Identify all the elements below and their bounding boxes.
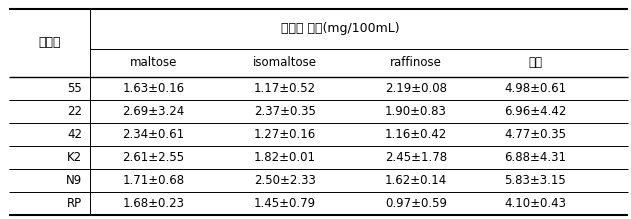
Text: 22: 22 [68,105,82,118]
Text: 2.34±0.61: 2.34±0.61 [122,128,184,141]
Text: maltose: maltose [129,56,177,69]
Text: 4.10±0.43: 4.10±0.43 [504,197,566,210]
Text: raffinose: raffinose [390,56,442,69]
Text: 2.61±2.55: 2.61±2.55 [122,151,184,164]
Text: isomaltose: isomaltose [252,56,317,69]
Text: 증자미: 증자미 [38,36,61,49]
Text: RP: RP [67,197,82,210]
Text: 1.68±0.23: 1.68±0.23 [122,197,184,210]
Text: 1.17±0.52: 1.17±0.52 [254,82,316,95]
Text: 1.27±0.16: 1.27±0.16 [254,128,316,141]
Text: 5.83±3.15: 5.83±3.15 [504,174,566,187]
Text: 55: 55 [68,82,82,95]
Text: 1.63±0.16: 1.63±0.16 [122,82,184,95]
Text: 4.77±0.35: 4.77±0.35 [504,128,566,141]
Text: 유리당 농도(mg/100mL): 유리당 농도(mg/100mL) [281,22,399,35]
Text: 1.16±0.42: 1.16±0.42 [385,128,447,141]
Text: 2.50±2.33: 2.50±2.33 [254,174,316,187]
Text: 0.97±0.59: 0.97±0.59 [385,197,447,210]
Text: N9: N9 [66,174,82,187]
Text: 1.62±0.14: 1.62±0.14 [385,174,447,187]
Text: 1.90±0.83: 1.90±0.83 [385,105,447,118]
Text: 합계: 합계 [528,56,542,69]
Text: 1.45±0.79: 1.45±0.79 [254,197,316,210]
Text: 2.19±0.08: 2.19±0.08 [385,82,447,95]
Text: 6.96±4.42: 6.96±4.42 [504,105,566,118]
Text: 2.69±3.24: 2.69±3.24 [122,105,184,118]
Text: 1.82±0.01: 1.82±0.01 [254,151,316,164]
Text: 2.45±1.78: 2.45±1.78 [385,151,447,164]
Text: 1.71±0.68: 1.71±0.68 [122,174,184,187]
Text: 6.88±4.31: 6.88±4.31 [504,151,566,164]
Text: 4.98±0.61: 4.98±0.61 [504,82,566,95]
Text: K2: K2 [67,151,82,164]
Text: 42: 42 [68,128,82,141]
Text: 2.37±0.35: 2.37±0.35 [254,105,316,118]
